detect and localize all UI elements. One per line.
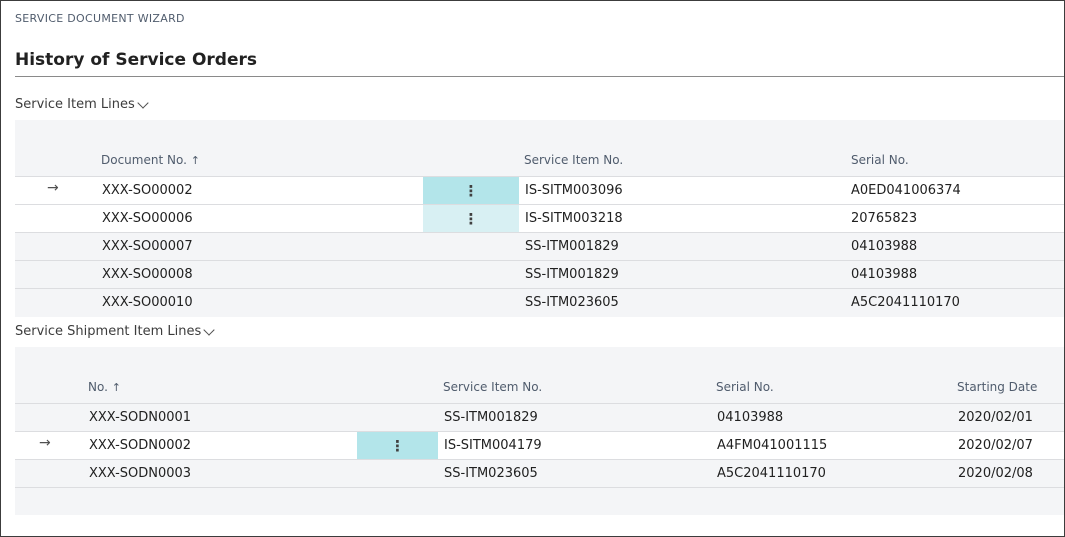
document-no-cell[interactable]: XXX-SO00002 (102, 183, 193, 198)
row-actions-button[interactable]: ⋮ (423, 205, 519, 232)
column-header-starting-date[interactable]: Starting Date (957, 380, 1038, 394)
service-item-no-cell: SS-ITM023605 (525, 295, 619, 310)
table-row[interactable]: XXX-SO00010 SS-ITM023605 A5C2041110170 (15, 288, 1064, 316)
more-vertical-icon: ⋮ (463, 181, 479, 200)
serial-no-cell: A0ED041006374 (851, 183, 961, 198)
arrow-right-icon: → (47, 180, 59, 196)
column-header-label: Document No. (101, 153, 187, 167)
sort-ascending-icon: ↑ (111, 381, 121, 394)
table-row[interactable]: → XXX-SO00002 ⋮ IS-SITM003096 A0ED041006… (15, 176, 1064, 204)
shipment-lines-grid: No. ↑ Service Item No. Serial No. Starti… (15, 347, 1064, 515)
more-vertical-icon: ⋮ (390, 436, 405, 455)
table-row[interactable]: → XXX-SODN0002 ⋮ IS-SITM004179 A4FM04100… (15, 431, 1064, 459)
shipment-lines-label: Service Shipment Item Lines (15, 324, 202, 339)
title-divider (15, 76, 1064, 77)
item-lines-toggle[interactable]: Service Item Lines (15, 96, 149, 112)
starting-date-cell: 2020/02/08 (958, 466, 1033, 481)
table-row[interactable]: XXX-SODN0003 SS-ITM023605 A5C2041110170 … (15, 459, 1064, 487)
service-item-no-cell: SS-ITM001829 (525, 239, 619, 254)
serial-no-cell: A5C2041110170 (851, 295, 960, 310)
service-item-no-cell: IS-SITM004179 (444, 438, 542, 453)
table-row-empty (15, 487, 1064, 515)
page-title: History of Service Orders (15, 50, 257, 70)
column-header-no[interactable]: No. ↑ (88, 380, 121, 394)
more-vertical-icon: ⋮ (463, 209, 479, 228)
serial-no-cell: A4FM041001115 (717, 438, 828, 453)
table-row[interactable]: XXX-SODN0001 SS-ITM001829 04103988 2020/… (15, 403, 1064, 431)
column-header-service-item-no[interactable]: Service Item No. (443, 380, 543, 394)
service-item-no-cell: SS-ITM001829 (525, 267, 619, 282)
chevron-down-icon (137, 96, 149, 109)
table-row[interactable]: XXX-SO00007 SS-ITM001829 04103988 (15, 232, 1064, 260)
document-no-cell[interactable]: XXX-SO00010 (102, 295, 193, 310)
document-no-cell[interactable]: XXX-SO00007 (102, 239, 193, 254)
wizard-caption: SERVICE DOCUMENT WIZARD (15, 12, 185, 25)
service-item-no-cell: IS-SITM003218 (525, 211, 623, 226)
column-header-serial-no[interactable]: Serial No. (851, 153, 909, 167)
starting-date-cell: 2020/02/07 (958, 438, 1033, 453)
item-lines-label: Service Item Lines (15, 97, 135, 112)
column-header-service-item-no[interactable]: Service Item No. (524, 153, 624, 167)
table-row[interactable]: XXX-SO00006 ⋮ IS-SITM003218 20765823 (15, 204, 1064, 232)
row-actions-button[interactable]: ⋮ (423, 177, 519, 204)
item-lines-grid: Document No. ↑ Service Item No. Serial N… (15, 120, 1064, 317)
no-cell[interactable]: XXX-SODN0001 (89, 410, 192, 425)
no-cell[interactable]: XXX-SODN0003 (89, 466, 192, 481)
row-actions-button[interactable]: ⋮ (357, 432, 438, 459)
serial-no-cell: A5C2041110170 (717, 466, 826, 481)
column-header-label: No. (88, 380, 108, 394)
serial-no-cell: 04103988 (717, 410, 784, 425)
service-item-no-cell: SS-ITM023605 (444, 466, 538, 481)
sort-ascending-icon: ↑ (190, 154, 200, 167)
chevron-down-icon (203, 323, 215, 336)
service-item-no-cell: IS-SITM003096 (525, 183, 623, 198)
shipment-lines-toggle[interactable]: Service Shipment Item Lines (15, 323, 215, 339)
table-row[interactable]: XXX-SO00008 SS-ITM001829 04103988 (15, 260, 1064, 288)
starting-date-cell: 2020/02/01 (958, 410, 1033, 425)
document-no-cell[interactable]: XXX-SO00006 (102, 211, 193, 226)
serial-no-cell: 04103988 (851, 267, 918, 282)
column-header-document-no[interactable]: Document No. ↑ (101, 153, 200, 167)
arrow-right-icon: → (39, 435, 51, 451)
serial-no-cell: 04103988 (851, 239, 918, 254)
document-no-cell[interactable]: XXX-SO00008 (102, 267, 193, 282)
no-cell[interactable]: XXX-SODN0002 (89, 438, 192, 453)
column-header-serial-no[interactable]: Serial No. (716, 380, 774, 394)
service-item-no-cell: SS-ITM001829 (444, 410, 538, 425)
serial-no-cell: 20765823 (851, 211, 918, 226)
